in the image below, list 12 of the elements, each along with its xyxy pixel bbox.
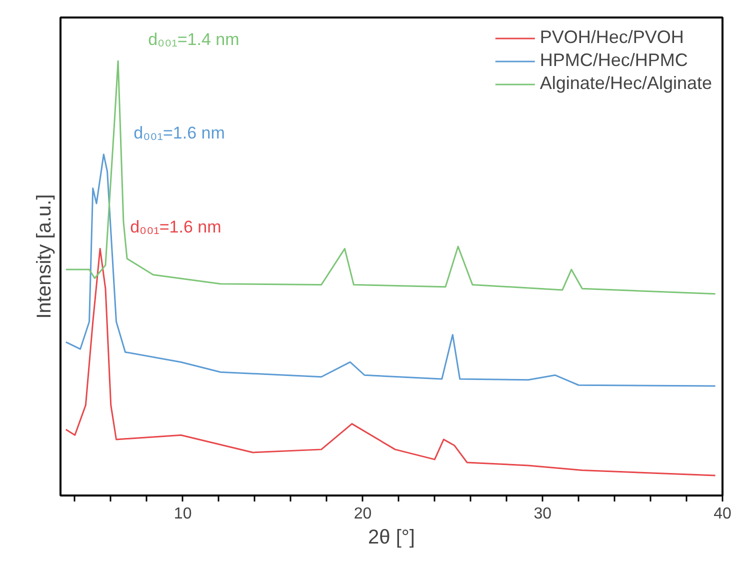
legend-label: HPMC/Hec/HPMC — [540, 50, 688, 71]
x-tick-label: 40 — [714, 506, 732, 522]
annotation: d₀₀₁=1.4 nm — [148, 30, 240, 49]
x-tick-label: 30 — [534, 506, 552, 522]
y-axis-title: Intensity [a.u.] — [34, 194, 56, 319]
annotation: d₀₀₁=1.6 nm — [130, 218, 222, 237]
x-tick-label: 10 — [174, 506, 192, 522]
legend-label: PVOH/Hec/PVOH — [540, 27, 684, 48]
legend-label: Alginate/Hec/Alginate — [540, 73, 712, 94]
annotation: d₀₀₁=1.6 nm — [134, 123, 225, 142]
x-axis-title: 2θ [°] — [368, 526, 415, 548]
x-tick-label: 20 — [354, 506, 372, 522]
